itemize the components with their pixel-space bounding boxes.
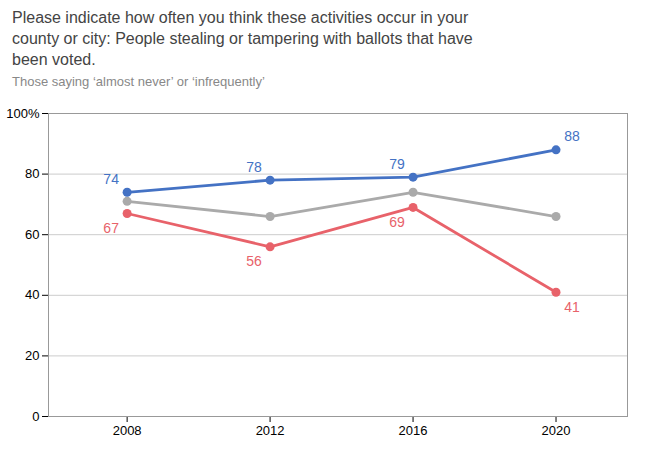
svg-text:2016: 2016 <box>399 423 428 438</box>
svg-text:74: 74 <box>103 171 119 187</box>
svg-text:79: 79 <box>389 156 405 172</box>
svg-text:20: 20 <box>25 348 39 363</box>
svg-text:41: 41 <box>564 299 580 315</box>
svg-text:40: 40 <box>25 288 39 303</box>
html-text:Please indicate how often you: Please indicate how often you think thes… <box>12 9 473 68</box>
svg-text:67: 67 <box>103 220 119 236</box>
html-text:Those saying ‘almost never’ or: Those saying ‘almost never’ or ‘infreque… <box>12 74 265 90</box>
svg-text:0: 0 <box>32 409 39 424</box>
svg-text:69: 69 <box>389 214 405 230</box>
svg-text:2008: 2008 <box>113 423 142 438</box>
svg-text:56: 56 <box>246 254 262 270</box>
svg-text:80: 80 <box>25 167 39 182</box>
svg-text:2020: 2020 <box>542 423 571 438</box>
svg-text:100%: 100% <box>6 106 40 121</box>
svg-text:88: 88 <box>564 129 580 145</box>
svg-text:60: 60 <box>25 227 39 242</box>
svg-text:2012: 2012 <box>256 423 285 438</box>
svg-text:78: 78 <box>246 159 262 175</box>
